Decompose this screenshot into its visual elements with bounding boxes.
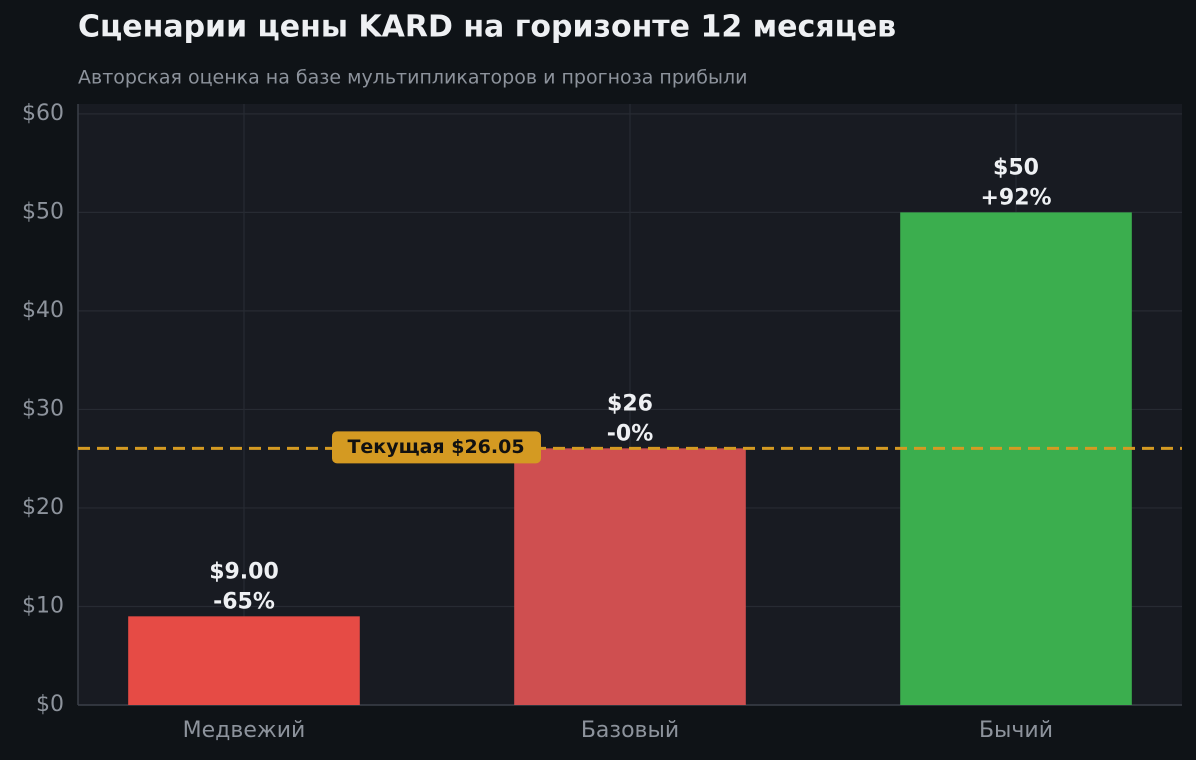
bar (128, 616, 360, 705)
y-tick-label: $60 (22, 101, 64, 126)
x-tick-label: Бычий (979, 718, 1053, 743)
reference-label: Текущая $26.05 (347, 436, 524, 458)
value-label: $26 (607, 391, 653, 416)
x-tick-label: Медвежий (183, 718, 306, 743)
y-tick-label: $0 (36, 692, 64, 717)
chart-subtitle: Авторская оценка на базе мультипликаторо… (78, 67, 747, 89)
x-tick-label: Базовый (581, 718, 679, 743)
y-tick-label: $30 (22, 396, 64, 421)
y-tick-label: $10 (22, 593, 64, 618)
y-tick-label: $50 (22, 199, 64, 224)
change-label: +92% (980, 185, 1051, 210)
change-label: -0% (607, 421, 653, 446)
value-label: $9.00 (209, 559, 279, 584)
change-label: -65% (213, 589, 275, 614)
y-tick-label: $40 (22, 298, 64, 323)
y-tick-label: $20 (22, 495, 64, 520)
bar (514, 448, 746, 705)
bar (900, 212, 1132, 705)
chart-title: Сценарии цены KARD на горизонте 12 месяц… (78, 10, 896, 45)
value-label: $50 (993, 155, 1039, 180)
reference-label-box (332, 431, 541, 464)
